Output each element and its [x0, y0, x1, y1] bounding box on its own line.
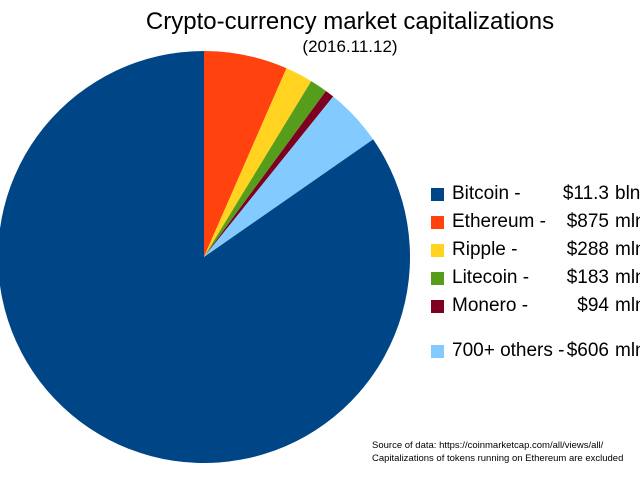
- legend-item-litecoin: Litecoin - $183 mln: [431, 266, 640, 290]
- source-note: Source of data: https://coinmarketcap.co…: [372, 440, 604, 451]
- legend-label: 700+ others -: [452, 340, 565, 361]
- legend-unit: mln: [615, 267, 640, 288]
- legend-item-bitcoin: Bitcoin - $11.3 bln: [431, 182, 640, 206]
- legend-label: Bitcoin -: [452, 183, 521, 204]
- legend-item-monero: Monero - $94 mln: [431, 294, 640, 318]
- legend-amount: $606: [566, 340, 609, 361]
- legend-amount: $94: [577, 295, 609, 316]
- chart-title: Crypto-currency market capitalizations: [145, 8, 555, 35]
- pie-slice-ethereum: [204, 51, 287, 257]
- legend-label: Litecoin -: [452, 267, 530, 288]
- legend-amount: $183: [566, 267, 609, 288]
- legend-swatch-ripple: [431, 244, 444, 257]
- legend-item-700-others: 700+ others - $606 mln: [431, 339, 640, 363]
- legend-swatch-ethereum: [431, 216, 444, 229]
- legend-item-ethereum: Ethereum - $875 mln: [431, 210, 640, 234]
- pie-slice-monero: [204, 90, 334, 258]
- legend-item-ripple: Ripple - $288 mln: [431, 238, 640, 262]
- legend-swatch-bitcoin: [431, 188, 444, 201]
- pie-slice-bitcoin: [0, 51, 410, 463]
- pie-slice-litecoin: [204, 81, 326, 257]
- pie-slice-700-others: [204, 96, 374, 257]
- chart-subtitle: (2016.11.12): [302, 37, 398, 56]
- exclusion-note: Capitalizations of tokens running on Eth…: [372, 453, 624, 464]
- legend-amount: $875: [566, 211, 609, 232]
- legend-unit: bln: [615, 183, 640, 204]
- legend-amount: $11.3: [562, 183, 609, 204]
- legend-amount: $288: [566, 239, 609, 260]
- legend-unit: mln: [615, 211, 640, 232]
- legend-label: Ripple -: [452, 239, 518, 260]
- legend-swatch-monero: [431, 300, 444, 313]
- legend-label: Monero -: [452, 295, 529, 316]
- legend-unit: mln: [615, 239, 640, 260]
- legend-swatch-litecoin: [431, 272, 444, 285]
- legend-label: Ethereum -: [452, 211, 546, 232]
- legend-swatch-700-others: [431, 345, 444, 358]
- legend-unit: mln: [615, 340, 640, 361]
- legend-unit: mln: [615, 295, 640, 316]
- pie-slice-ripple: [204, 68, 312, 257]
